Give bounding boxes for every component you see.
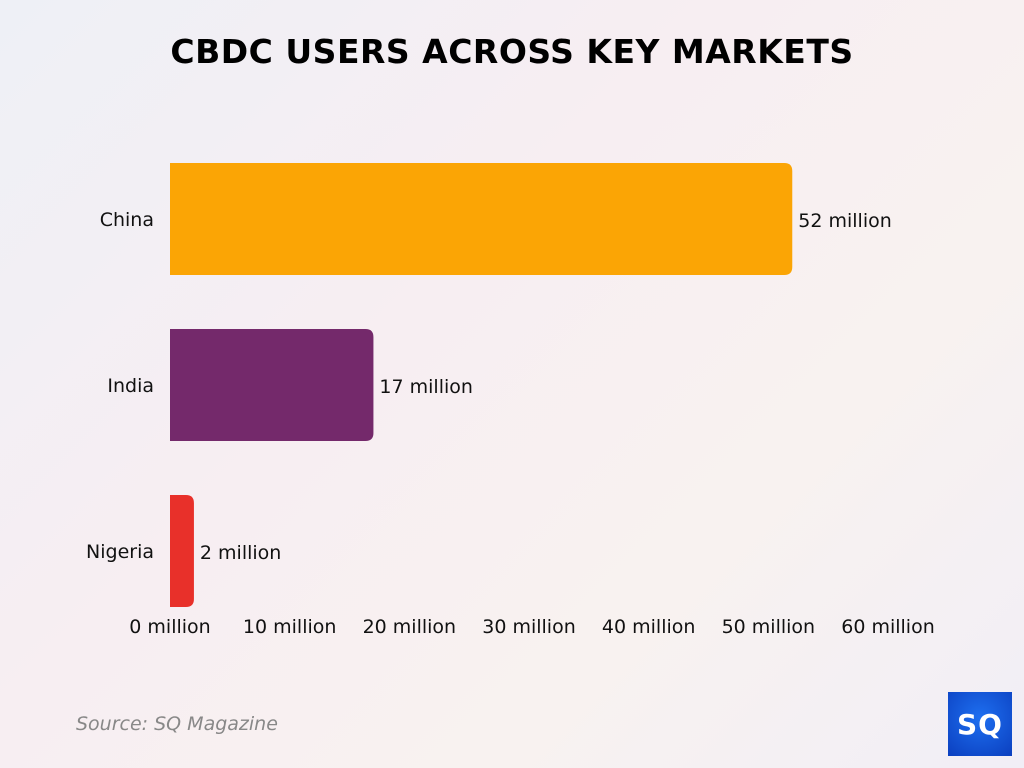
- category-label: Nigeria: [86, 541, 154, 563]
- x-tick-label: 30 million: [482, 616, 576, 638]
- x-tick-label: 20 million: [363, 616, 457, 638]
- source-text: Source: SQ Magazine: [76, 713, 278, 735]
- x-tick-label: 10 million: [243, 616, 337, 638]
- x-tick-label: 40 million: [602, 616, 696, 638]
- bar-china: [170, 163, 793, 275]
- x-tick-label: 50 million: [722, 616, 816, 638]
- chart-title: CBDC USERS ACROSS KEY MARKETS: [170, 32, 854, 71]
- bar-india: [170, 329, 374, 441]
- category-label: India: [107, 375, 154, 397]
- x-tick-label: 0 million: [129, 616, 210, 638]
- data-label: 2 million: [200, 542, 281, 564]
- data-label: 52 million: [798, 210, 892, 232]
- x-tick-label: 60 million: [841, 616, 935, 638]
- sq-logo: SQ: [948, 692, 1012, 756]
- data-label: 17 million: [379, 376, 473, 398]
- category-label: China: [100, 209, 154, 231]
- bar-nigeria: [170, 495, 194, 607]
